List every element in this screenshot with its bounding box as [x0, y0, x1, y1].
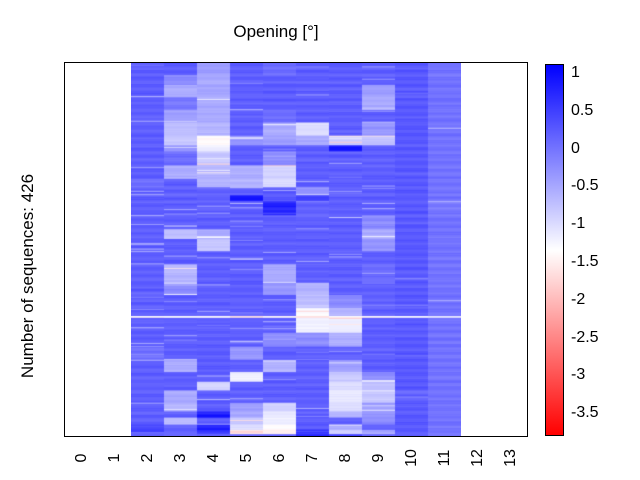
- colorbar-tick-label--1: -1: [571, 215, 586, 233]
- x-tick-label-8: 8: [336, 453, 354, 463]
- colorbar-tick-label--3.5: -3.5: [571, 404, 599, 422]
- colorbar-tick-label-0: 0: [571, 139, 580, 157]
- chart-title: Opening [°]: [233, 22, 319, 41]
- x-tick-label-11: 11: [435, 449, 453, 467]
- colorbar-tick-label-0.5: 0.5: [571, 101, 594, 119]
- colorbar-tick-label--1.5: -1.5: [571, 253, 599, 270]
- x-tick-label-1: 1: [105, 453, 123, 463]
- x-tick-label-13: 13: [501, 449, 519, 467]
- x-tick-label-2: 2: [138, 453, 156, 463]
- heatmap-canvas: [131, 63, 461, 436]
- x-tick-label-5: 5: [237, 453, 255, 463]
- colorbar: [545, 64, 564, 436]
- x-tick-label-6: 6: [270, 453, 288, 463]
- x-tick-label-9: 9: [369, 453, 387, 463]
- y-axis-label: Number of sequences: 426: [18, 173, 37, 379]
- colorbar-tick-label--2: -2: [571, 290, 586, 308]
- x-tick-label-7: 7: [303, 453, 321, 463]
- x-tick-label-3: 3: [171, 453, 189, 463]
- x-tick-label-0: 0: [72, 453, 90, 463]
- x-tick-label-12: 12: [468, 449, 486, 467]
- x-tick-label-10: 10: [402, 449, 420, 467]
- x-tick-label-4: 4: [204, 453, 222, 463]
- colorbar-tick-label--0.5: -0.5: [571, 177, 599, 195]
- colorbar-tick-label-1: 1: [571, 64, 580, 81]
- colorbar-tick-label--2.5: -2.5: [571, 328, 599, 346]
- colorbar-tick-label--3: -3: [571, 366, 586, 384]
- heatmap-plot-area: [64, 62, 528, 437]
